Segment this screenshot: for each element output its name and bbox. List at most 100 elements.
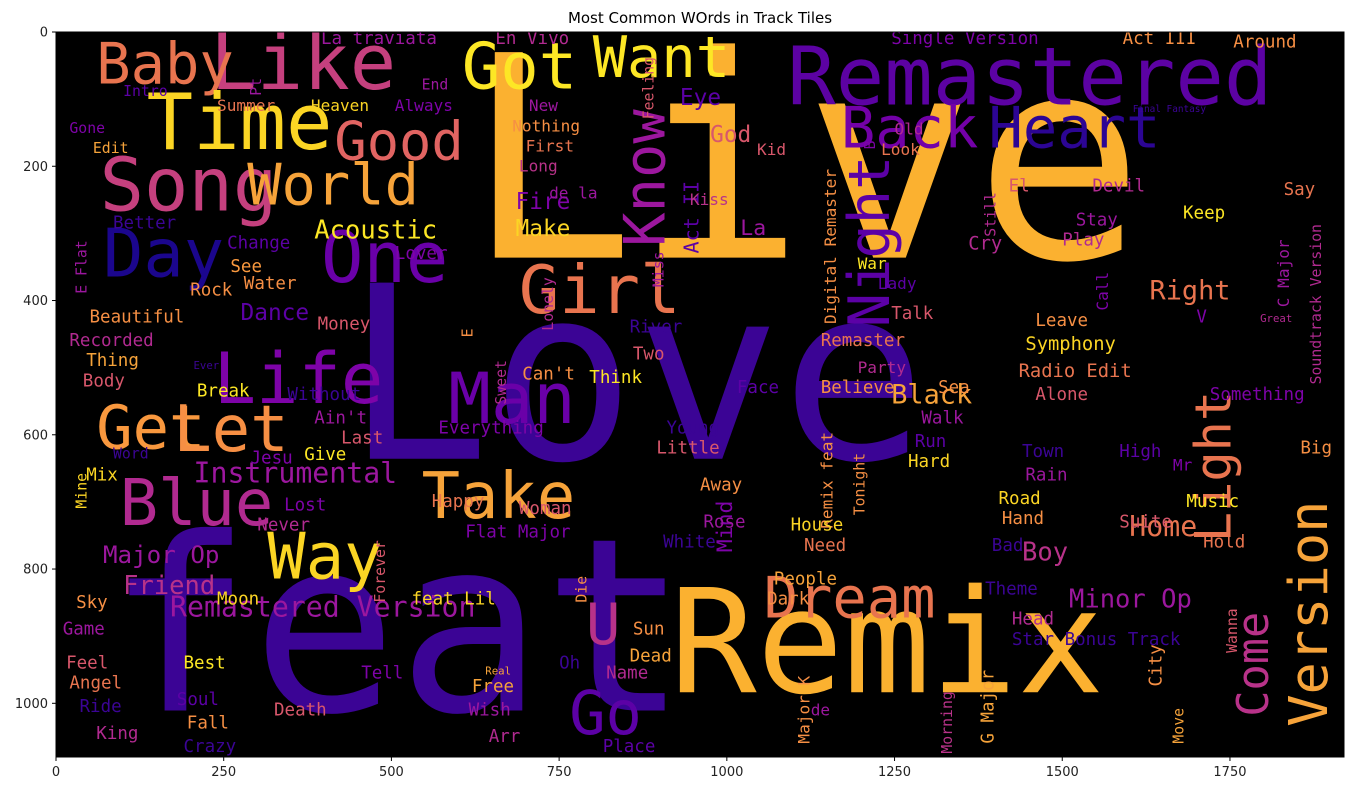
word-la-traviata: La traviata [321,29,437,49]
word-wanna: Wanna [1224,608,1241,653]
word-god: God [710,122,751,148]
x-tick-label: 750 [547,765,572,780]
word-mix: Mix [86,465,118,485]
word-love: Love [345,236,927,517]
word-can-t: Can't [522,365,575,385]
word-music: Music [1186,492,1239,512]
word-remix-feat: Remix feat [818,432,837,529]
word-heart: Heart [989,95,1161,161]
word-wish: Wish [469,700,511,720]
word-back: Back [841,95,979,161]
word-oh: Oh [559,653,580,673]
word-mine: Mine [74,473,91,509]
word-dead: Dead [630,647,672,667]
word-beautiful: Beautiful [90,308,185,328]
word-hard: Hard [908,452,950,472]
word-remastered: Remastered [787,31,1272,125]
word-man: Man [448,358,575,440]
word-leave: Leave [1035,311,1088,331]
word-break: Break [197,381,250,401]
word-woman: Woman [519,499,572,519]
word-face: Face [737,378,779,398]
word-best: Best [184,653,226,673]
word-war: War [858,254,887,273]
word-radio-edit: Radio Edit [1019,361,1132,382]
word-talk: Talk [891,304,934,324]
word-lady: Lady [878,274,917,293]
word-boy: Boy [1022,538,1068,568]
word-rose: Rose [703,512,745,532]
word-remix: Remix [670,559,1104,727]
word-two: Two [633,345,665,365]
word-always: Always [395,96,453,115]
y-tick-label: 0 [40,26,48,41]
word-sun: Sun [633,620,665,640]
word-life: Life [214,338,384,420]
word-run: Run [915,432,947,452]
word-remaster: Remaster [821,331,905,351]
word-summer: Summer [217,96,275,115]
word-crazy: Crazy [184,737,237,757]
word-dance: Dance [241,300,310,326]
x-tick-label: 1000 [710,765,743,780]
word-old: Old [895,120,924,139]
word-dream: Dream [764,565,936,631]
word-game: Game [63,620,105,640]
word-blue: Blue [120,467,274,541]
word-good: Good [334,109,463,172]
word-around: Around [1233,32,1296,52]
y-tick-label: 600 [23,428,48,443]
word-sky: Sky [76,593,108,613]
word-final-fantasy: Final Fantasy [1133,104,1207,115]
word-feel: Feel [66,653,108,673]
word-sea: Sea [938,378,970,398]
word-first: First [526,136,574,155]
word-remastered-version: Remastered Version [170,591,475,624]
plot-frame [55,31,1345,758]
word-die: Die [573,576,590,603]
x-axis: 0 250 500 750 1000 1250 1500 1750 [52,757,1247,780]
word-money: Money [318,314,371,334]
x-tick-label: 1750 [1213,765,1246,780]
word-gone: Gone [69,120,105,137]
x-tick-label: 250 [211,765,236,780]
word-hold: Hold [1203,533,1245,553]
word-sweet: Sweet [493,360,510,405]
word-feeling: Feeling [640,57,657,119]
word-soul: Soul [177,690,219,710]
word-come: Come [1229,612,1279,717]
word-lonely: Lonely [540,277,557,331]
word-alone: Alone [1035,385,1088,405]
word-act-iii: Act III [1123,29,1197,49]
word-body: Body [83,371,125,391]
word-symphony: Symphony [1025,334,1115,355]
word-soundtrack-version: Soundtrack Version [1308,224,1325,384]
word-change: Change [227,234,290,254]
x-tick-label: 1500 [1046,765,1079,780]
word-real: Real [485,664,511,677]
word-water: Water [244,274,297,294]
word-like: Like [210,18,396,108]
word-eye: Eye [680,85,721,111]
x-tick-label: 1250 [878,765,911,780]
word-let: Let [173,393,288,467]
word-big: Big [1300,439,1332,459]
word-death: Death [274,700,327,720]
word-never: Never [257,516,310,536]
word-heaven: Heaven [311,96,369,115]
word-hand: Hand [1002,509,1044,529]
word-fire: Fire [516,189,571,215]
word-need: Need [804,536,846,556]
word-rain: Rain [1025,465,1067,485]
word-b: B [862,141,879,150]
word-time: Time [147,78,333,168]
word-flat-major: Flat Major [465,522,570,542]
word-light: Light [1184,391,1243,542]
word-kid: Kid [757,140,786,159]
word-single-version: Single Version [891,29,1039,49]
word-long: Long [519,157,558,176]
y-axis: 0 200 400 600 800 1000 [15,26,56,712]
word-new: New [529,96,558,115]
word-way: Way [267,521,382,595]
